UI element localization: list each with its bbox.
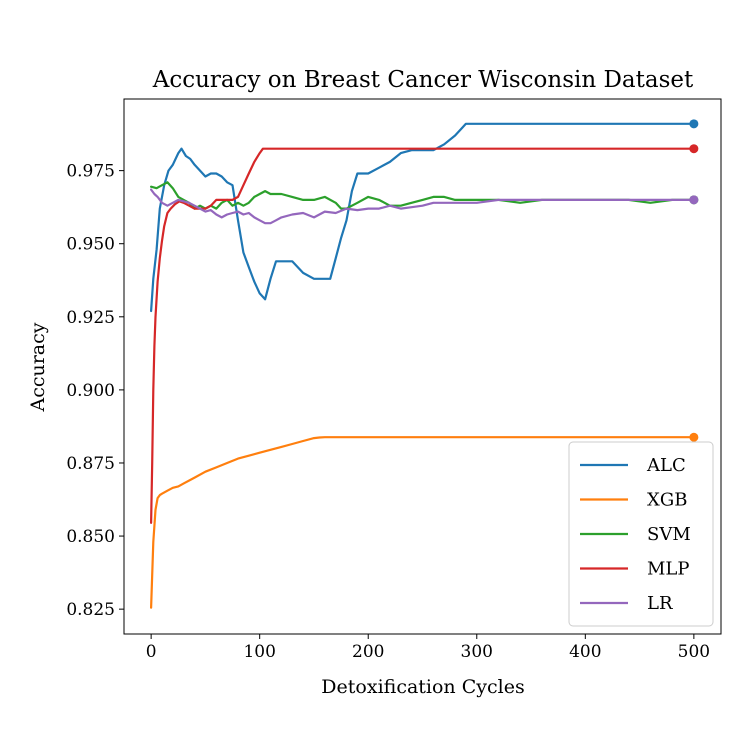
- y-tick-label: 0.875: [66, 454, 115, 474]
- legend-box: [568, 441, 714, 627]
- legend-label-alc: ALC: [646, 455, 686, 476]
- series-end-marker-xgb: [689, 432, 699, 442]
- series-line-lr: [150, 188, 696, 225]
- legend-items: ALC XGB SVM MLP LR: [580, 455, 691, 614]
- legend-label-lr: LR: [647, 593, 673, 614]
- y-tick-label: 0.925: [66, 308, 115, 328]
- series-layer: [150, 119, 699, 609]
- plot-frame: [123, 98, 722, 635]
- x-axis-label: Detoxification Cycles: [321, 676, 524, 698]
- legend-label-xgb: XGB: [647, 490, 687, 511]
- x-tick-label: 400: [569, 642, 601, 662]
- y-tick-label: 0.825: [66, 600, 115, 620]
- x-tick-label: 300: [461, 642, 493, 662]
- x-tick-label: 100: [243, 642, 275, 662]
- series-line-alc: [150, 122, 696, 313]
- x-axis: 0 100 200 300 400 500: [146, 634, 710, 662]
- y-tick-label: 0.975: [66, 162, 115, 182]
- y-tick-label: 0.900: [66, 381, 115, 401]
- series-end-marker-lr: [689, 195, 699, 205]
- legend: ALC XGB SVM MLP LR: [568, 441, 714, 627]
- x-tick-label: 0: [146, 642, 157, 662]
- series-line-xgb: [150, 436, 696, 609]
- x-tick-label: 500: [678, 642, 710, 662]
- y-axis: 0.825 0.850 0.875 0.900 0.925 0.950 0.975: [66, 162, 124, 620]
- y-axis-label: Accuracy: [27, 322, 49, 412]
- legend-label-svm: SVM: [647, 524, 691, 545]
- y-tick-label: 0.850: [66, 527, 115, 547]
- series-end-marker-mlp: [689, 144, 699, 154]
- x-tick-label: 200: [352, 642, 384, 662]
- series-line-mlp: [150, 147, 696, 525]
- chart-title: Accuracy on Breast Cancer Wisconsin Data…: [152, 67, 694, 93]
- legend-label-mlp: MLP: [647, 559, 690, 580]
- y-tick-label: 0.950: [66, 235, 115, 255]
- series-end-marker-alc: [689, 119, 699, 129]
- plot-area: [123, 98, 722, 635]
